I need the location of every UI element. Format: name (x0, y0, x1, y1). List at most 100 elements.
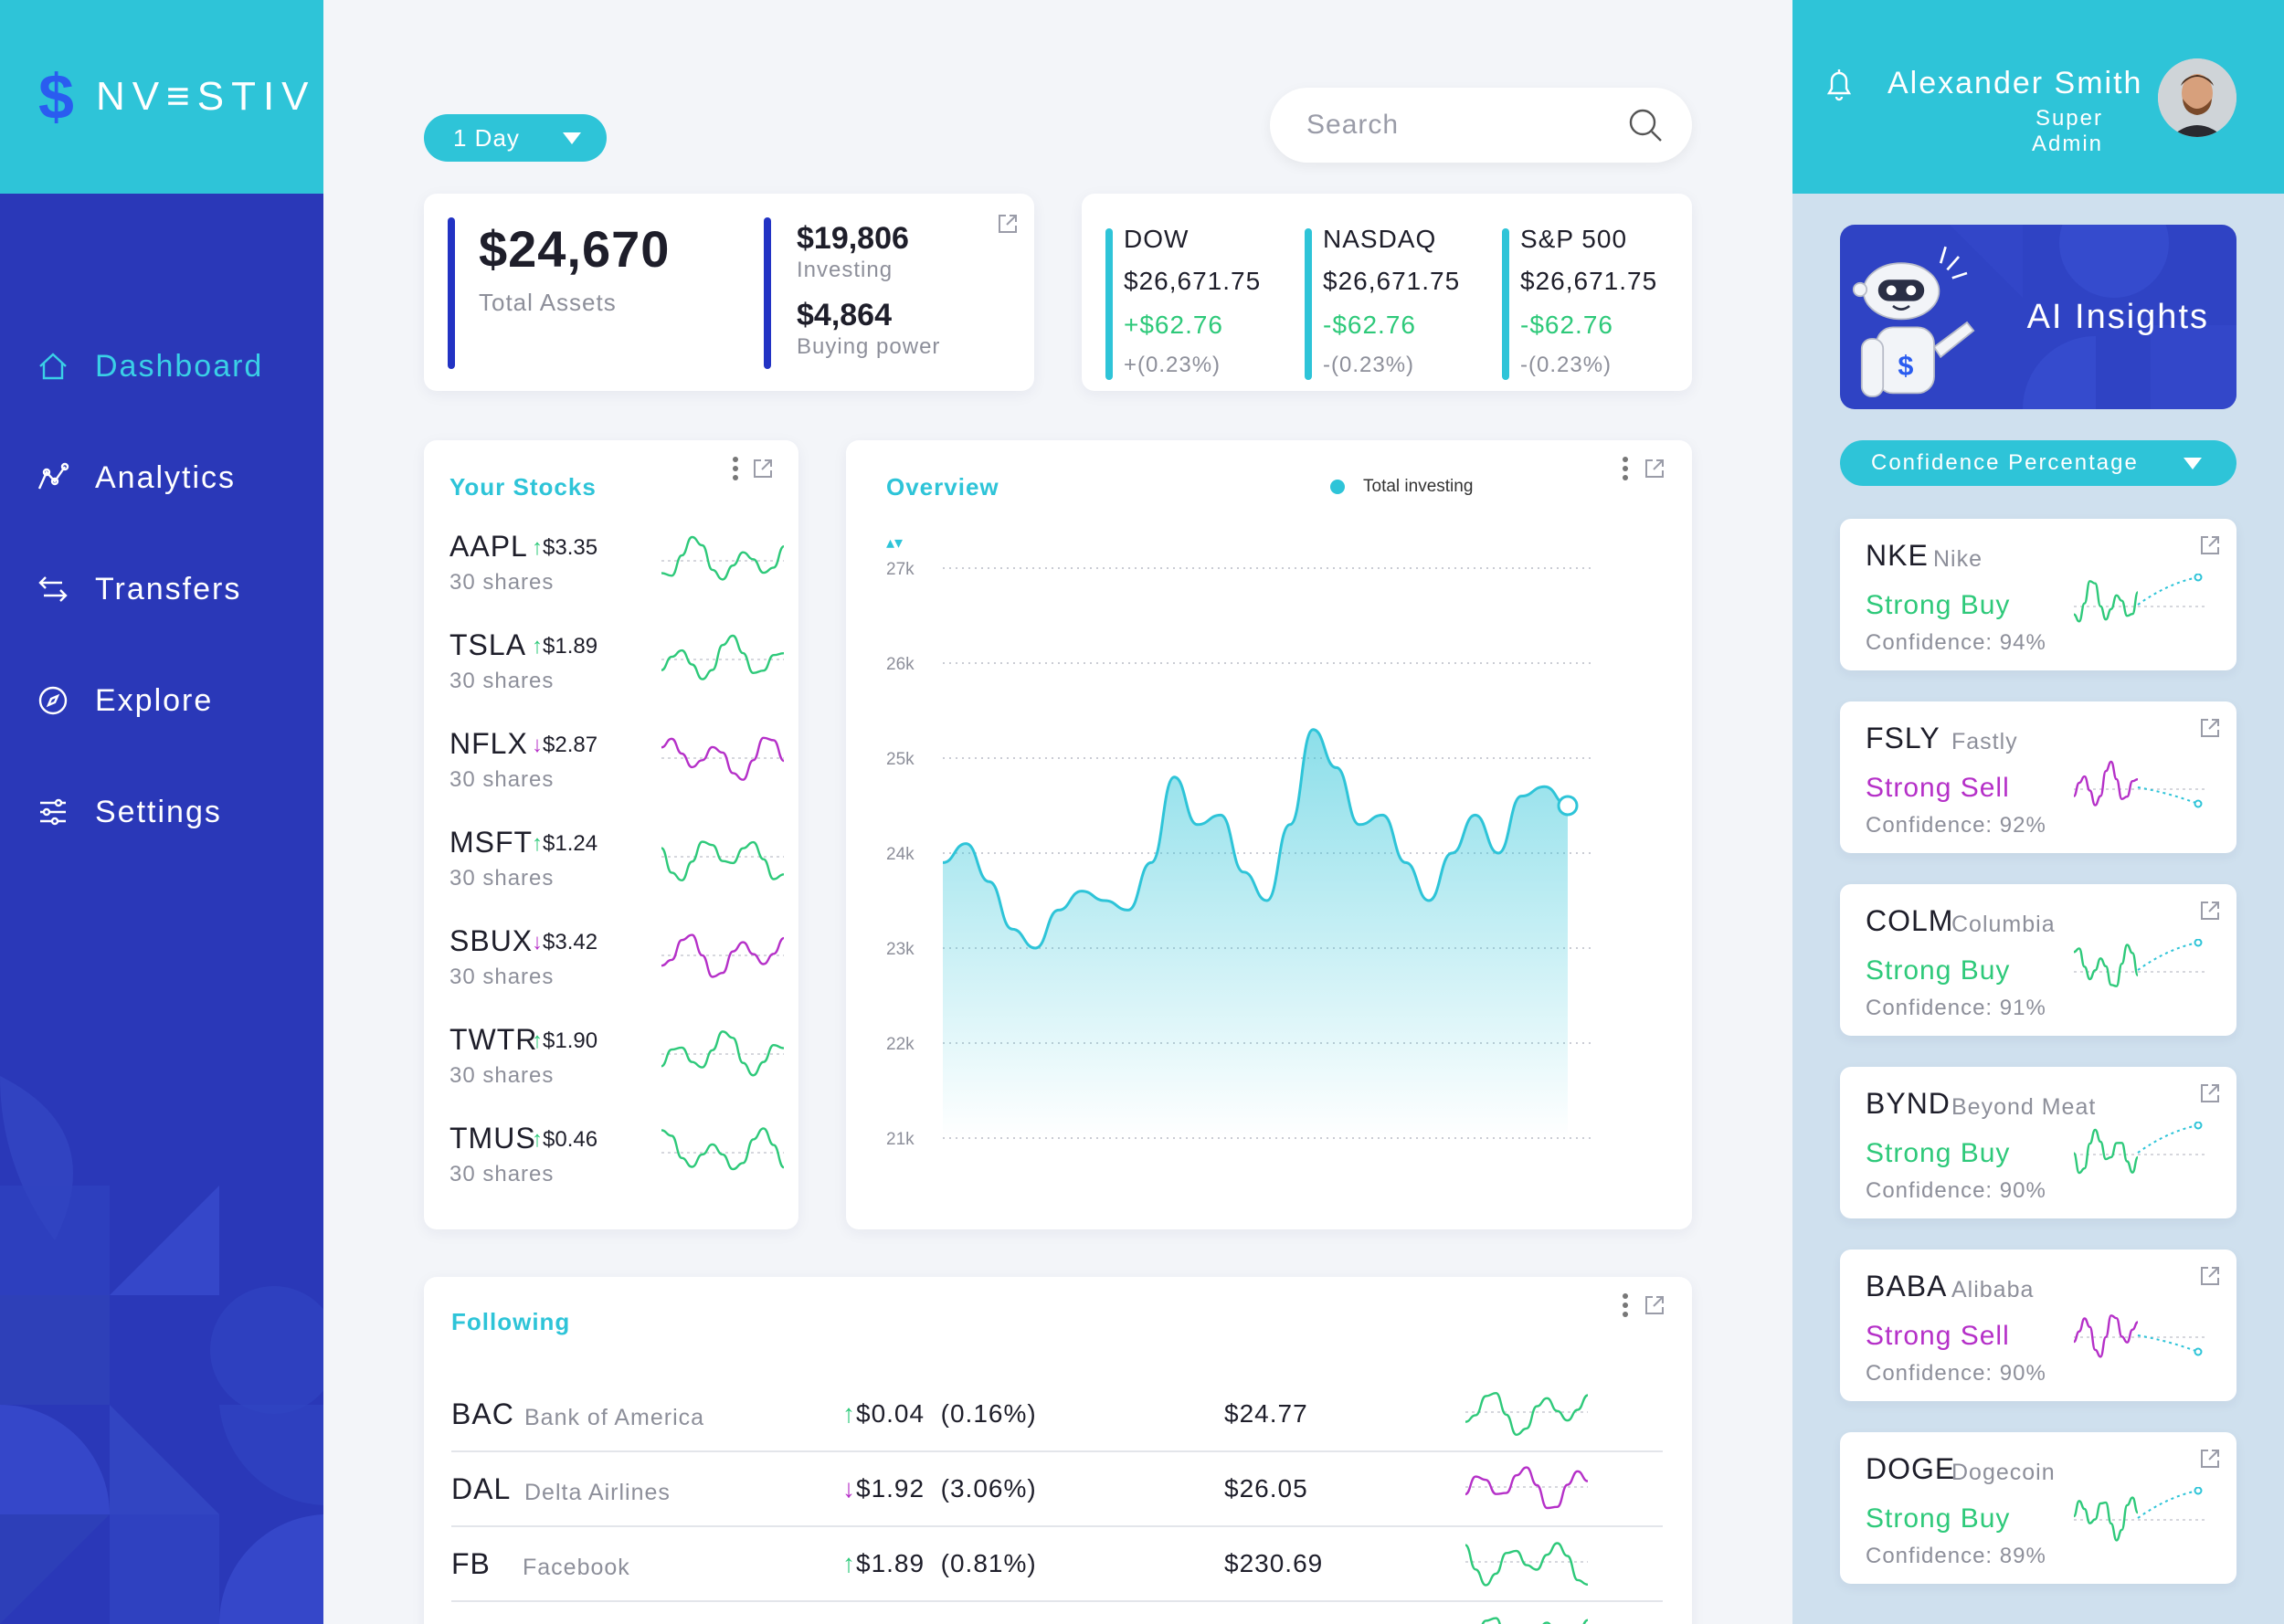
index-dow: DOW $26,671.75 +$62.76 +(0.23%) (1082, 216, 1274, 380)
insight-company: Nike (1933, 546, 1983, 572)
following-change: ↑$1.89 (0.81%) (842, 1549, 1037, 1578)
stock-row[interactable]: TWTR ↑$1.90 30 shares (449, 1023, 784, 1096)
prediction-sparkline (2074, 1314, 2205, 1358)
more-options-icon[interactable] (731, 455, 740, 482)
insight-card[interactable]: COLM Columbia Strong Buy Confidence: 91% (1840, 884, 2236, 1036)
prediction-sparkline (2074, 574, 2205, 623)
insight-symbol: BYND (1866, 1087, 1951, 1120)
insight-card[interactable]: FSLY Fastly Strong Sell Confidence: 92% (1840, 701, 2236, 853)
market-indices-card: DOW $26,671.75 +$62.76 +(0.23%) NASDAQ $… (1082, 194, 1692, 391)
ai-insights-banner[interactable]: $ AI Insights (1840, 225, 2236, 409)
insight-card[interactable]: DOGE Dogecoin Strong Buy Confidence: 89% (1840, 1432, 2236, 1584)
logo-dollar-icon: $ (38, 61, 74, 132)
brand-header: $ NV≡STIV (0, 0, 323, 194)
stock-row[interactable]: NFLX ↓$2.87 30 shares (449, 727, 784, 800)
nav-item-explore[interactable]: Explore (0, 645, 323, 756)
following-row[interactable]: DAL Delta Airlines ↓$1.92 (3.06%) $26.05 (451, 1452, 1663, 1527)
following-row[interactable]: FB Facebook ↑$1.89 (0.81%) $230.69 (451, 1527, 1663, 1602)
investing-value: $19,806 (797, 221, 909, 256)
transfers-icon (38, 576, 68, 602)
following-symbol: FIT (451, 1622, 498, 1624)
following-row[interactable]: BAC Bank of America ↑$0.04 (0.16%) $24.77 (451, 1377, 1663, 1452)
index-sp500: S&P 500 $26,671.75 -$62.76 -(0.23%) (1478, 216, 1670, 380)
stock-symbol: SBUX (449, 924, 534, 957)
external-link-icon[interactable] (751, 457, 775, 480)
caret-down-icon (563, 132, 581, 144)
caret-down-icon (2184, 458, 2202, 469)
stock-row[interactable]: SBUX ↓$3.42 30 shares (449, 924, 784, 997)
insight-rating: Strong Sell (1866, 1321, 2010, 1351)
following-change-percent: (0.16%) (940, 1399, 1037, 1428)
external-link-icon[interactable] (996, 212, 1020, 236)
more-options-icon[interactable] (1621, 1292, 1630, 1319)
nav-label: Settings (95, 794, 222, 829)
search-input[interactable] (1306, 110, 1617, 141)
confidence-dropdown-label: Confidence Percentage (1871, 450, 2139, 475)
external-link-icon[interactable] (1643, 1293, 1666, 1317)
nav-item-dashboard[interactable]: Dashboard (0, 311, 323, 422)
brand-name: NV≡STIV (95, 74, 316, 119)
stock-row[interactable]: MSFT ↑$1.24 30 shares (449, 826, 784, 899)
stock-row[interactable]: TSLA ↑$1.89 30 shares (449, 628, 784, 701)
index-change: -$62.76 (1520, 311, 1613, 339)
stock-shares: 30 shares (449, 1162, 555, 1186)
assets-card: $24,670 Total Assets $19,806 Investing $… (424, 194, 1034, 391)
nav-item-transfers[interactable]: Transfers (0, 533, 323, 645)
external-link-icon[interactable] (2198, 899, 2222, 923)
index-change: -$62.76 (1323, 311, 1416, 339)
stock-change-value: $1.24 (543, 831, 598, 856)
index-percent: -(0.23%) (1323, 353, 1415, 377)
insight-rating: Strong Buy (1866, 1503, 2011, 1534)
external-link-icon[interactable] (2198, 716, 2222, 740)
insight-company: Fastly (1951, 729, 2018, 754)
external-link-icon[interactable] (2198, 1081, 2222, 1105)
more-options-icon[interactable] (1621, 455, 1630, 482)
stock-change: ↑$1.89 (532, 634, 597, 659)
assets-accent-bar (448, 217, 455, 369)
bell-icon[interactable] (1824, 66, 1855, 102)
external-link-icon[interactable] (2198, 1264, 2222, 1288)
nav-label: Transfers (95, 571, 242, 606)
nav-label: Analytics (95, 459, 237, 495)
following-card: Following BAC Bank of America ↑$0.04 (0.16… (424, 1277, 1692, 1624)
avatar[interactable] (2158, 58, 2236, 137)
stock-shares: 30 shares (449, 767, 555, 792)
insight-card[interactable]: BABA Alibaba Strong Sell Confidence: 90% (1840, 1250, 2236, 1401)
stock-row[interactable]: AAPL ↑$3.35 30 shares (449, 530, 784, 603)
insight-card[interactable]: BYND Beyond Meat Strong Buy Confidence: 90% (1840, 1067, 2236, 1218)
stock-change: ↑$1.24 (532, 831, 597, 857)
confidence-dropdown[interactable]: Confidence Percentage (1840, 440, 2236, 486)
y-tick-label: 26k (886, 655, 915, 674)
sort-icon[interactable]: ▴▾ (886, 533, 903, 552)
external-link-icon[interactable] (1643, 457, 1666, 480)
following-price: $26.05 (1224, 1474, 1308, 1503)
arrow-up-icon: ↑ (532, 1127, 543, 1152)
index-accent-bar (1502, 228, 1509, 380)
stock-shares: 30 shares (449, 965, 555, 989)
external-link-icon[interactable] (2198, 533, 2222, 557)
sparkline (661, 634, 784, 680)
following-company: Delta Airlines (524, 1480, 671, 1505)
index-name: DOW (1124, 225, 1190, 253)
prediction-sparkline (2074, 760, 2205, 808)
following-row[interactable]: FITFitbit↑$0.07 (1.02%)$6.81 (451, 1602, 1663, 1624)
nav-item-settings[interactable]: Settings (0, 756, 323, 868)
nav-item-analytics[interactable]: Analytics (0, 422, 323, 533)
total-assets-value: $24,670 (479, 220, 671, 278)
stock-row[interactable]: TMUS ↑$0.46 30 shares (449, 1122, 784, 1195)
stock-change-value: $3.42 (543, 930, 598, 954)
stock-change: ↑$3.35 (532, 535, 597, 561)
period-dropdown[interactable]: 1 Day (424, 114, 607, 162)
stock-symbol: TSLA (449, 628, 527, 661)
user-role: Super Admin (2031, 106, 2103, 156)
arrow-down-icon: ↓ (532, 930, 543, 954)
sidebar-pattern-decoration (0, 1076, 323, 1624)
banner-pattern-decoration (1950, 225, 2236, 409)
index-accent-bar (1305, 228, 1312, 380)
overview-area-chart: ▴▾ 27k 26k 25k 24k 23k 22k 21k (886, 533, 1595, 1149)
last-point-marker[interactable] (1557, 795, 1579, 817)
external-link-icon[interactable] (2198, 1447, 2222, 1471)
insight-card[interactable]: NKE Nike Strong Buy Confidence: 94% (1840, 519, 2236, 670)
following-change-value: $1.89 (856, 1549, 925, 1577)
search-icon[interactable] (1626, 106, 1665, 144)
